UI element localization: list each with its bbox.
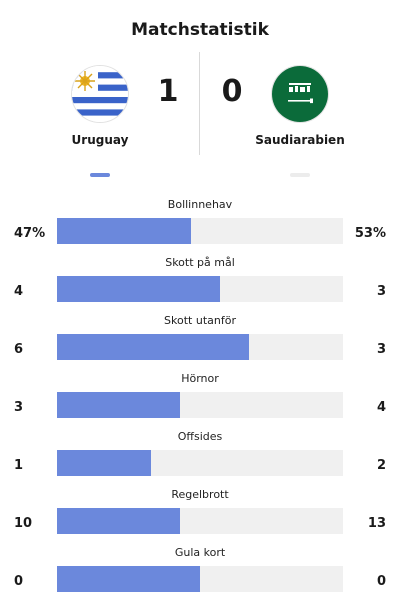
stat-bar <box>57 392 343 418</box>
stat-row-offsides: Offsides 1 2 <box>0 430 400 488</box>
away-score: 0 <box>221 74 243 109</box>
stat-label: Skott på mål <box>165 256 235 269</box>
stat-away-value: 2 <box>376 458 386 473</box>
stat-label: Regelbrott <box>171 488 229 501</box>
stat-bar <box>57 508 343 534</box>
saudi-arabia-flag-icon <box>271 65 329 123</box>
stat-home-value: 4 <box>14 284 24 299</box>
stat-away-value: 4 <box>376 400 386 415</box>
stat-bar-fill <box>57 450 152 476</box>
stat-home-value: 3 <box>14 400 24 415</box>
stat-home-value: 1 <box>14 458 24 473</box>
stat-away-value: 0 <box>376 574 386 589</box>
stat-row-shots-on-target: Skott på mål 4 3 <box>0 256 400 314</box>
stat-label: Hörnor <box>181 372 219 385</box>
stat-row-corners: Hörnor 3 4 <box>0 372 400 430</box>
away-legend-pill <box>290 173 310 177</box>
home-legend-pill <box>90 173 110 177</box>
stat-row-yellow-cards: Gula kort 0 0 <box>0 546 400 604</box>
stat-away-value: 53% <box>354 226 386 241</box>
stat-row-possession: Bollinnehav 47% 53% <box>0 198 400 256</box>
stat-row-shots-off-target: Skott utanför 6 3 <box>0 314 400 372</box>
stat-label: Bollinnehav <box>167 198 233 211</box>
home-team[interactable]: Uruguay <box>40 65 160 147</box>
stat-label: Gula kort <box>174 546 226 559</box>
stat-home-value: 10 <box>14 516 33 531</box>
stat-bar-fill <box>57 218 192 244</box>
stat-row-fouls: Regelbrott 10 13 <box>0 488 400 546</box>
home-team-name: Uruguay <box>71 133 129 147</box>
uruguay-flag-icon <box>71 65 129 123</box>
stat-home-value: 47% <box>14 226 46 241</box>
stat-bar <box>57 334 343 360</box>
stat-home-value: 0 <box>14 574 24 589</box>
stat-home-value: 6 <box>14 342 24 357</box>
stat-bar-fill <box>57 334 249 360</box>
page-title: Matchstatistik <box>131 20 269 40</box>
stat-label: Offsides <box>177 430 223 443</box>
stats-list: Bollinnehav 47% 53% Skott på mål 4 3 Sko… <box>0 198 400 604</box>
stat-bar-fill <box>57 276 221 302</box>
stat-bar-fill <box>57 392 180 418</box>
away-team-name: Saudiarabien <box>255 133 345 147</box>
stat-bar <box>57 450 343 476</box>
away-team[interactable]: Saudiarabien <box>240 65 360 147</box>
home-score: 1 <box>157 74 179 109</box>
stat-label: Skott utanför <box>164 314 236 327</box>
score-divider <box>199 52 200 155</box>
stat-away-value: 3 <box>376 284 386 299</box>
stat-away-value: 3 <box>376 342 386 357</box>
stat-bar-fill <box>57 508 180 534</box>
stat-bar <box>57 276 343 302</box>
stat-bar <box>57 566 343 592</box>
stat-away-value: 13 <box>367 516 386 531</box>
stat-bar-fill <box>57 566 200 592</box>
stat-bar <box>57 218 343 244</box>
